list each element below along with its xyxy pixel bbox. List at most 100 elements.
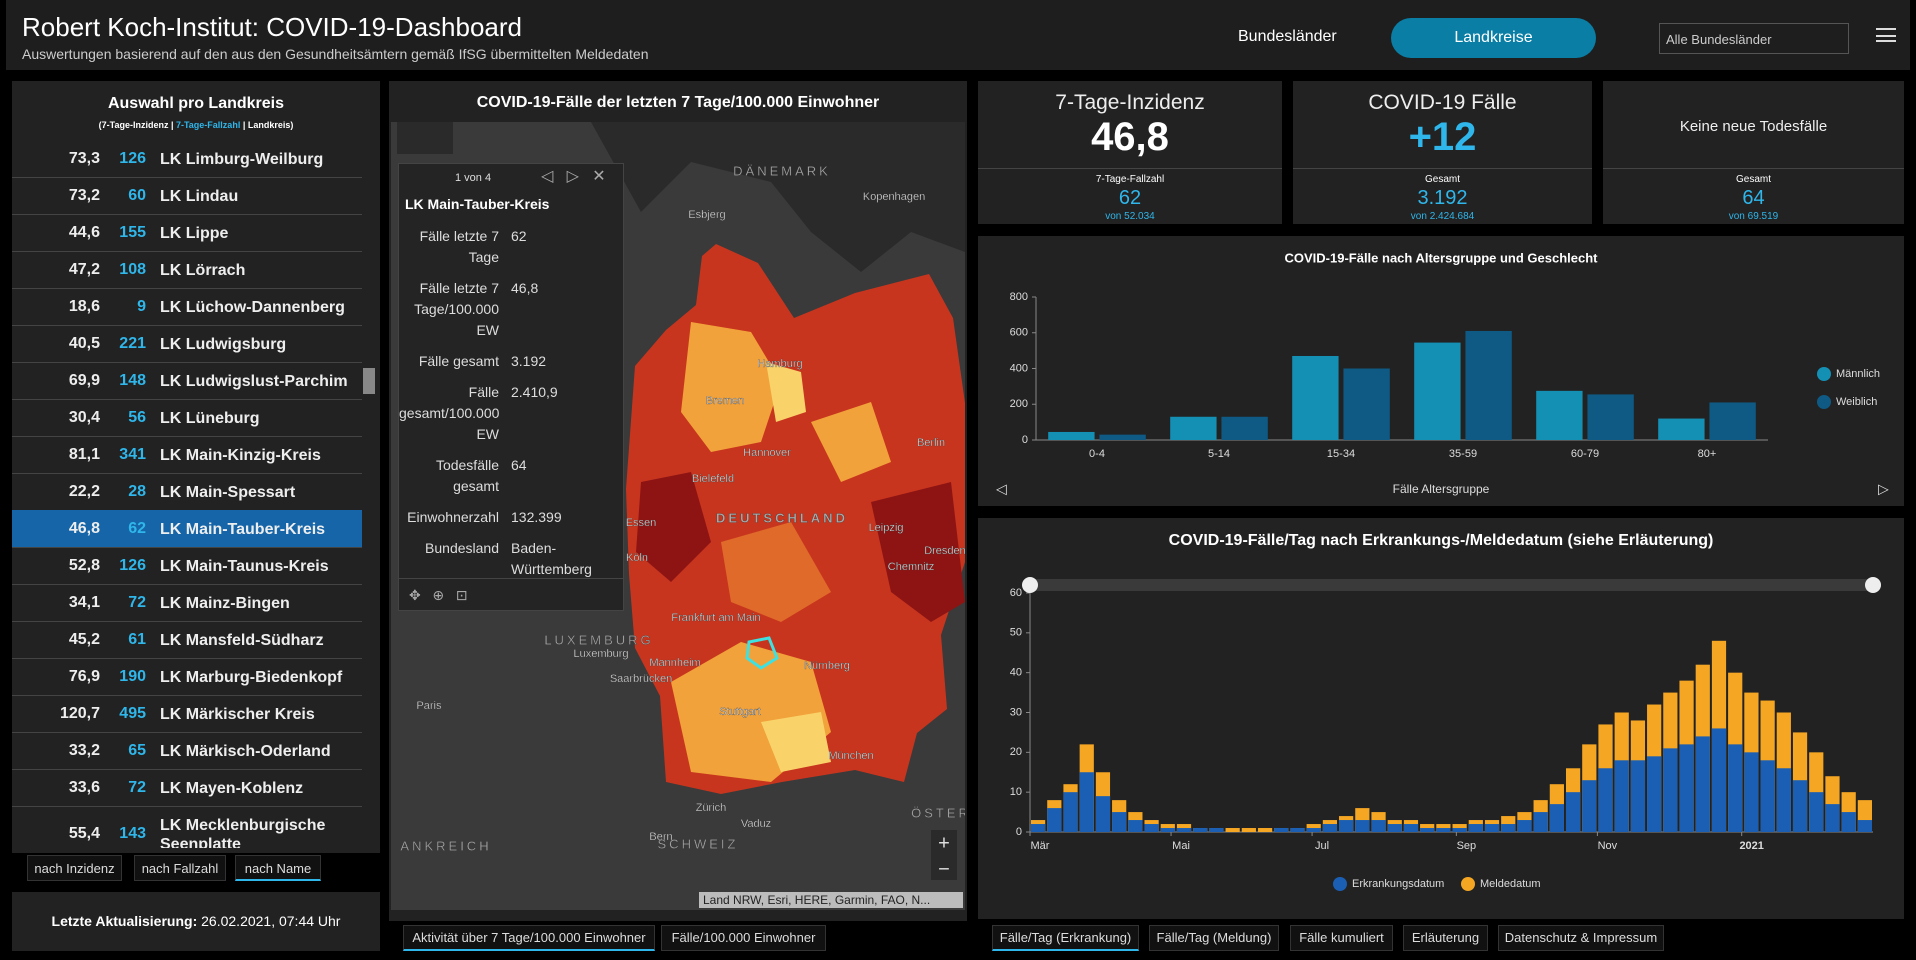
list-row[interactable]: 40,5 221 LK Ludwigsburg	[12, 325, 362, 363]
bar	[1728, 744, 1743, 832]
list-row[interactable]: 44,6 155 LK Lippe	[12, 214, 362, 252]
x-tick-label: Mai	[1172, 840, 1190, 852]
list-row[interactable]: 69,9 148 LK Ludwigslust-Parchim	[12, 362, 362, 400]
x-tick-label: 0-4	[1089, 448, 1105, 460]
menu-icon[interactable]	[1876, 28, 1896, 42]
legend-swatch	[1817, 395, 1831, 409]
header: Robert Koch-Institut: COVID-19-Dashboard…	[6, 0, 1910, 70]
bar	[1160, 828, 1175, 832]
popup-nav[interactable]: ◁ ▷ ✕	[541, 168, 606, 185]
incidence: 120,7	[59, 705, 100, 722]
bar	[1614, 760, 1629, 832]
popup-field: Todesfälle gesamt 64	[399, 455, 623, 497]
list-row[interactable]: 47,2 108 LK Lörrach	[12, 251, 362, 289]
y-tick-label: 50	[1010, 627, 1022, 639]
tab-bundeslaender[interactable]: Bundesländer	[1238, 28, 1337, 45]
x-tick-label: Sep	[1457, 840, 1477, 852]
y-tick-label: 800	[1010, 291, 1028, 303]
district: LK Märkisch-Oderland	[160, 743, 331, 760]
slider-handle[interactable]	[1865, 577, 1881, 593]
bottom-tab[interactable]: Datenschutz & Impressum	[1498, 925, 1664, 951]
bottom-tab[interactable]: Fälle/Tag (Meldung)	[1149, 925, 1279, 951]
bottom-tab[interactable]: Fälle kumuliert	[1290, 925, 1393, 951]
list-row[interactable]: 76,9 190 LK Marburg-Biedenkopf	[12, 658, 362, 696]
list-row[interactable]: 52,8 126 LK Main-Taunus-Kreis	[12, 547, 362, 585]
bar	[1536, 390, 1583, 440]
district: LK Mainz-Bingen	[160, 595, 290, 612]
popup-tools: ✥ ⊕ ⊡	[399, 578, 623, 610]
bar	[1452, 828, 1467, 832]
bottom-tab[interactable]: Fälle/Tag (Erkrankung)	[992, 925, 1139, 951]
list-row[interactable]: 55,4 143 LK Mecklenburgische Seenplatte	[12, 806, 362, 848]
map-label: DÄNEMARK	[733, 163, 831, 178]
bar	[1079, 772, 1094, 832]
bar	[1857, 820, 1872, 832]
bar	[1533, 812, 1548, 832]
legend-part: | Landkreis)	[240, 120, 294, 130]
bar	[1663, 748, 1678, 832]
kpi-sub: Gesamt	[1735, 174, 1771, 185]
dropdown[interactable]: Alle Bundesländer	[1659, 23, 1849, 54]
map-title: COVID-19-Fälle der letzten 7 Tage/100.00…	[476, 94, 880, 111]
kpi-sub: Gesamt	[1424, 174, 1460, 185]
field-label: Fälle gesamt/100.000 EW	[399, 384, 500, 442]
field-label: Todesfälle gesamt	[435, 457, 499, 494]
map-label: Köln	[626, 552, 648, 564]
bar	[1468, 824, 1483, 832]
subtitle: Auswertungen basierend auf den aus den G…	[22, 46, 649, 62]
incidence: 81,1	[68, 446, 100, 463]
cases: 190	[119, 668, 146, 685]
list-row[interactable]: 45,2 61 LK Mansfeld-Südharz	[12, 621, 362, 659]
district: LK Marburg-Biedenkopf	[160, 669, 343, 686]
bottom-tab[interactable]: Erläuterung	[1403, 925, 1488, 951]
bar	[1048, 431, 1095, 440]
kpi-sub: 7-Tage-Fallzahl	[1095, 174, 1165, 185]
sort-button[interactable]: nach Name	[235, 855, 321, 881]
bar	[1371, 820, 1386, 832]
list-row[interactable]: 18,6 9 LK Lüchow-Dannenberg	[12, 288, 362, 326]
map-tab[interactable]: Aktivität über 7 Tage/100.000 Einwohner	[403, 925, 655, 951]
slider-handle[interactable]	[1022, 577, 1038, 593]
popup-name: LK Main-Tauber-Kreis	[405, 196, 550, 212]
bar	[1647, 756, 1662, 832]
list-row[interactable]: 81,1 341 LK Main-Kinzig-Kreis	[12, 436, 362, 474]
district: LK Märkischer Kreis	[160, 706, 315, 723]
attribution: Land NRW, Esri, HERE, Garmin, FAO, N...	[703, 893, 930, 907]
district: LK Ludwigslust-Parchim	[160, 373, 348, 390]
bar	[1355, 820, 1370, 832]
list-row[interactable]: 73,2 60 LK Lindau	[12, 177, 362, 215]
bar	[1776, 768, 1791, 832]
x-tick-label: 2021	[1739, 840, 1763, 852]
list-row[interactable]: 46,8 62 LK Main-Tauber-Kreis	[12, 510, 362, 548]
sort-button[interactable]: nach Fallzahl	[134, 855, 226, 881]
incidence: 73,3	[68, 150, 100, 167]
list-row[interactable]: 34,1 72 LK Mainz-Bingen	[12, 584, 362, 622]
map-tab[interactable]: Fälle/100.000 Einwohner	[661, 925, 826, 951]
bar	[1322, 824, 1338, 832]
list-row[interactable]: 30,4 56 LK Lüneburg	[12, 399, 362, 437]
list-row[interactable]: 33,2 65 LK Märkisch-Oderland	[12, 732, 362, 770]
map-label: Bremen	[706, 395, 745, 407]
bar	[1241, 828, 1256, 832]
field-label: Fälle letzte 7 Tage/100.000 EW	[414, 280, 499, 338]
y-tick-label: 600	[1010, 327, 1028, 339]
kpi-box: COVID-19 Fälle +12 Gesamt 3.192 von 2.424.68…	[1293, 81, 1592, 224]
incidence: 46,8	[68, 520, 100, 537]
list-row[interactable]: 120,7 495 LK Märkischer Kreis	[12, 695, 362, 733]
bar	[1501, 824, 1516, 832]
legend-label: Weiblich	[1836, 396, 1877, 408]
x-label: Fälle Altersgruppe	[1393, 482, 1490, 496]
tab-landkreise[interactable]: Landkreise	[1391, 18, 1596, 58]
sort-button[interactable]: nach Inzidenz	[27, 855, 122, 881]
list-row[interactable]: 73,3 126 LK Limburg-Weilburg	[12, 140, 362, 178]
legend-label: Männlich	[1836, 368, 1880, 380]
chart-title: COVID-19-Fälle nach Altersgruppe und Ges…	[1284, 250, 1598, 265]
map-label: Nürnberg	[804, 660, 850, 672]
cases: 143	[119, 825, 146, 842]
list-row[interactable]: 22,2 28 LK Main-Spessart	[12, 473, 362, 511]
bar	[1711, 728, 1727, 832]
bar	[1170, 416, 1217, 440]
map-label: Hamburg	[757, 358, 802, 370]
district: LK Mecklenburgische Seenplatte	[160, 817, 326, 848]
list-row[interactable]: 33,6 72 LK Mayen-Koblenz	[12, 769, 362, 807]
